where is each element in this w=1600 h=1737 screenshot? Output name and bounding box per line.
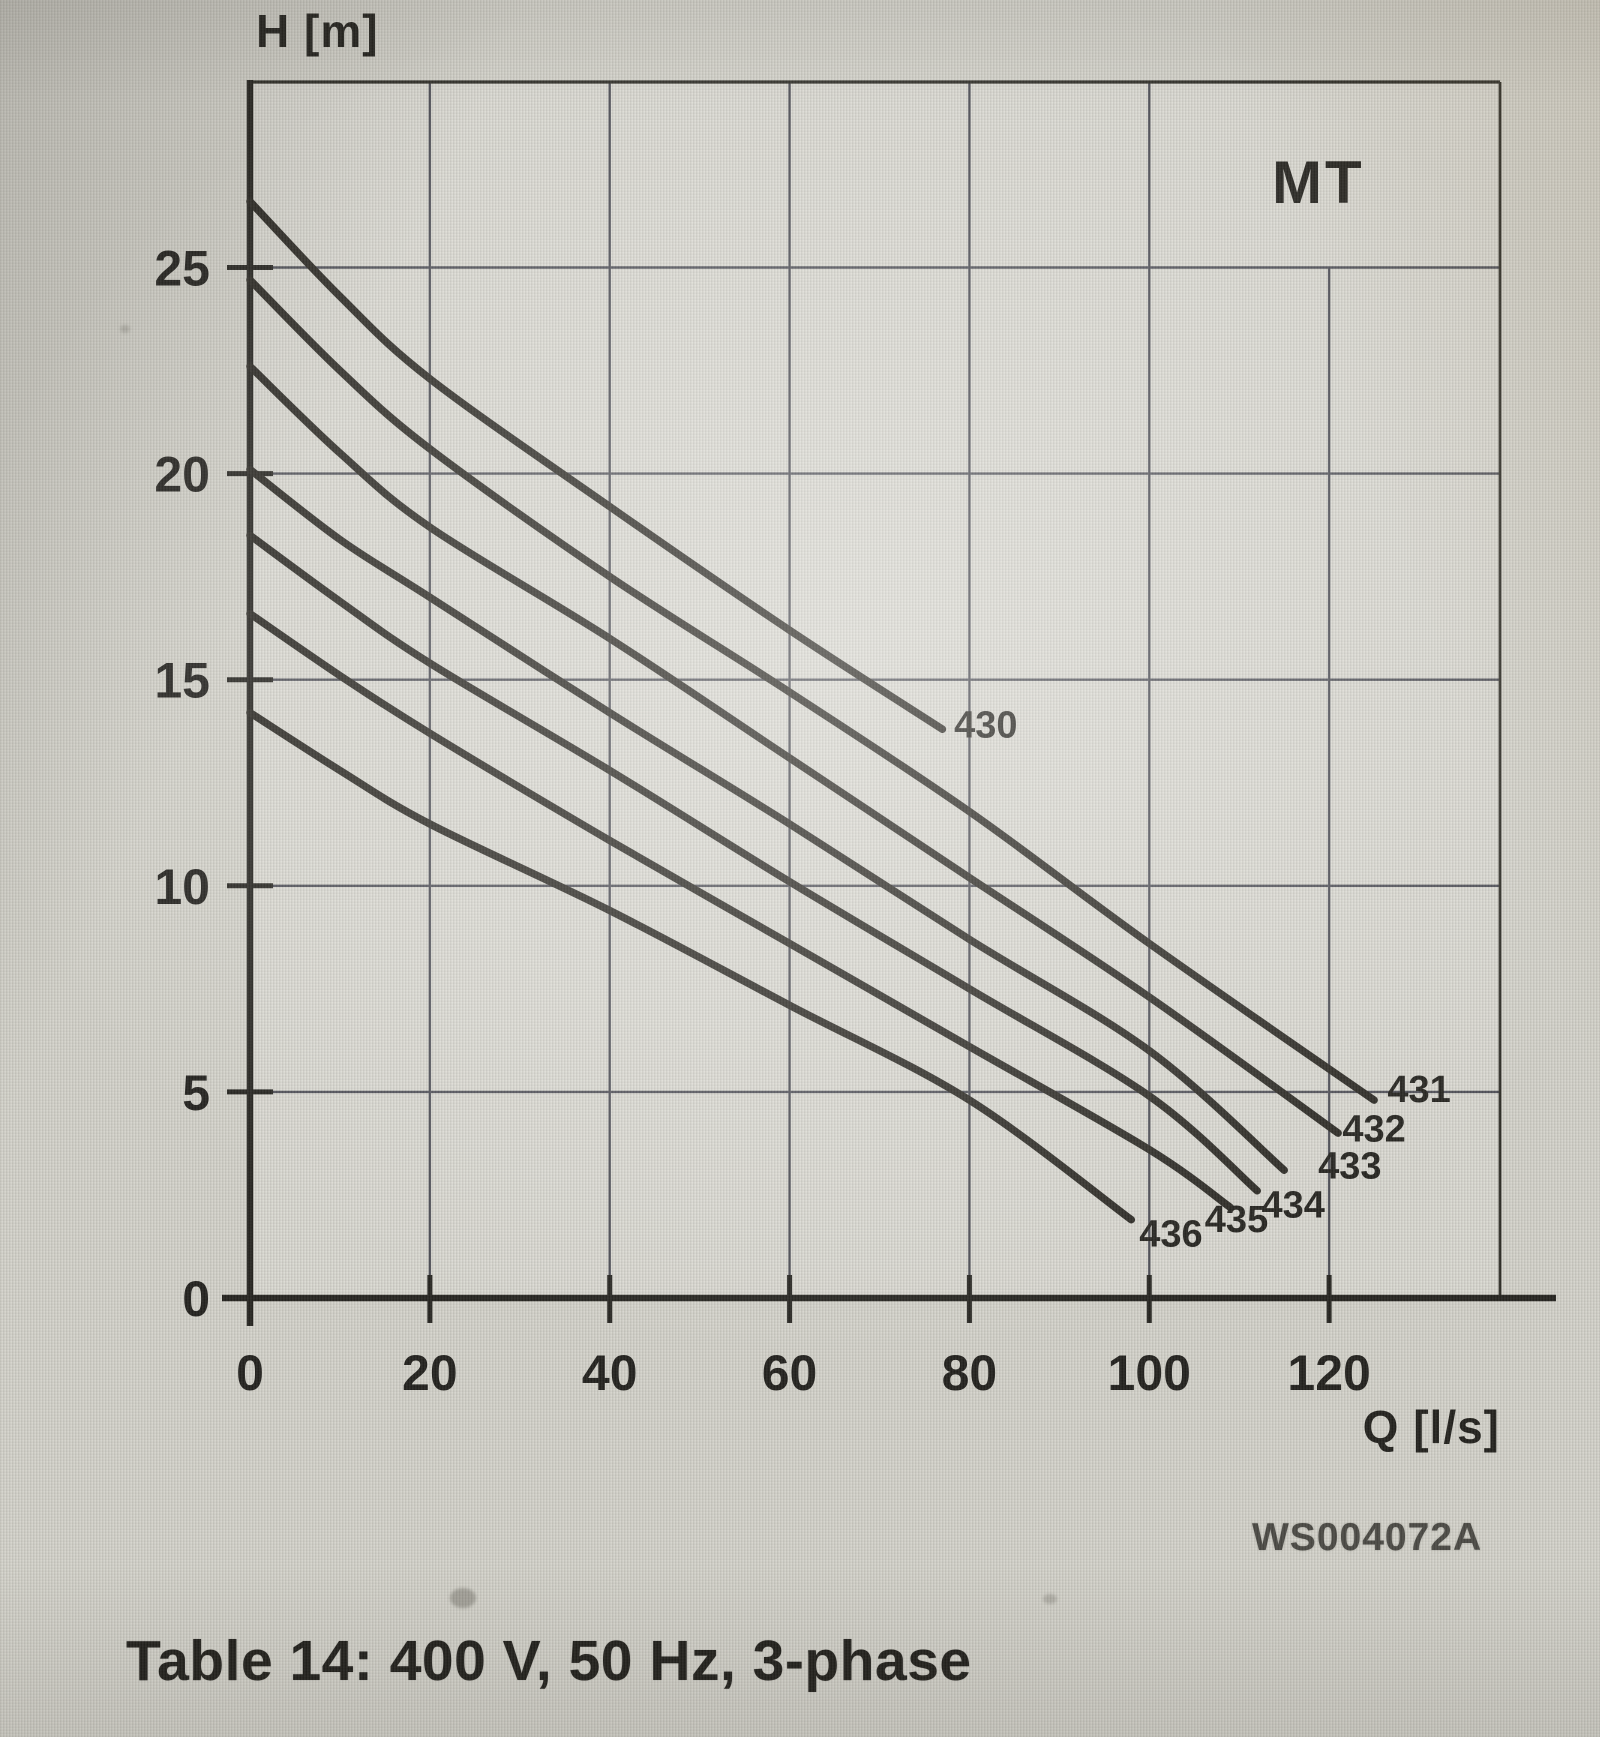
x-tick-label-100: 100 (1108, 1345, 1191, 1401)
watermark-code: WS004072A (1252, 1516, 1483, 1559)
curve-430 (246, 197, 947, 733)
curve-433 (246, 465, 1288, 1174)
y-axis-label: H [m] (256, 5, 379, 57)
curve-label-430: 430 (954, 704, 1017, 746)
x-tick-label-80: 80 (942, 1345, 998, 1401)
table-caption: Table 14: 400 V, 50 Hz, 3-phase (126, 1629, 972, 1693)
curve-436 (246, 708, 1136, 1224)
x-tick-label-20: 20 (402, 1345, 458, 1401)
curve-label-432: 432 (1342, 1108, 1405, 1150)
curve-label-433: 433 (1318, 1146, 1381, 1188)
curve-435 (246, 609, 1234, 1212)
dust-speck (450, 1588, 476, 1608)
curve-label-435: 435 (1205, 1199, 1268, 1241)
y-tick-label-25: 25 (154, 240, 210, 296)
chart-title: MT (1272, 149, 1365, 216)
curve-434 (246, 531, 1261, 1195)
y-tick-label-0: 0 (182, 1271, 210, 1327)
x-tick-label-120: 120 (1287, 1345, 1370, 1401)
x-tick-label-60: 60 (762, 1345, 818, 1401)
dust-speck (120, 325, 130, 333)
x-axis-label: Q [l/s] (1362, 1401, 1500, 1453)
curve-label-434: 434 (1261, 1185, 1324, 1227)
dust-speck (1043, 1594, 1057, 1604)
y-tick-label-15: 15 (154, 653, 210, 709)
y-tick-label-10: 10 (154, 859, 210, 915)
curve-432 (246, 362, 1342, 1137)
y-tick-label-5: 5 (182, 1065, 210, 1121)
curve-label-431: 431 (1387, 1069, 1450, 1111)
curve-431 (246, 276, 1378, 1104)
x-tick-label-0: 0 (236, 1345, 264, 1401)
y-tick-label-20: 20 (154, 447, 210, 503)
curve-label-436: 436 (1139, 1214, 1202, 1256)
x-tick-label-40: 40 (582, 1345, 638, 1401)
